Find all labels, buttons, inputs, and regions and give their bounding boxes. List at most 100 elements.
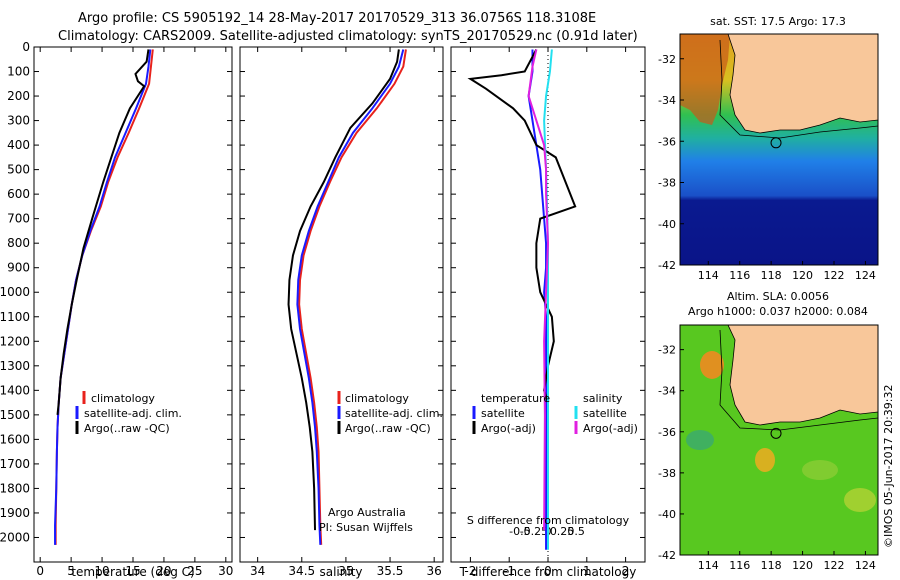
x-tick-label: 5 [67, 564, 75, 578]
series-line-satellite-adj--clim- [54, 49, 152, 545]
x-tick-label: 0 [36, 564, 44, 578]
y-tick-label: 1300 [0, 359, 30, 373]
figure-title-line1: Argo profile: CS 5905192_14 28-May-2017 … [78, 11, 597, 26]
sst-isobath [719, 39, 878, 139]
credit-text: ©IMOS 05-Jun-2017 20:39:32 [882, 384, 895, 548]
legend-label: Argo(-adj) [481, 422, 536, 435]
legend-label: satellite-adj. clim. [84, 407, 182, 420]
lon-tick-label: 120 [792, 559, 813, 572]
lon-tick-label: 124 [855, 269, 876, 282]
map-ticks: -32 -34 -36 -38 -40 -42 114 116 118 120 122 124 -32 -… [658, 53, 876, 572]
legend-label: satellite [583, 407, 627, 420]
y-tick-label: 500 [7, 163, 30, 177]
lat-tick-label: -36 [658, 135, 676, 148]
sst-map-frame [679, 33, 879, 266]
temperature-legend: climatology satellite-adj. clim. Argo(..… [75, 391, 182, 435]
temperature-panel: 0 5 10 15 20 25 300100200300400500600700800900… [0, 40, 233, 578]
lon-tick-label: 120 [792, 269, 813, 282]
legend-label: Argo(..raw -QC) [345, 422, 431, 435]
y-tick-label: 600 [7, 187, 30, 201]
y-tick-label: 1900 [0, 506, 30, 520]
sst-land [727, 34, 878, 134]
lat-tick-label: -38 [658, 177, 676, 190]
top-tick-label: -0.25 [520, 525, 548, 538]
annotation-pi: PI: Susan Wijffels [319, 521, 413, 534]
x-tick-label: 10 [94, 564, 109, 578]
series-line-argo---raw--qc- [56, 49, 150, 415]
y-tick-label: 1800 [0, 481, 30, 495]
y-tick-label: 300 [7, 114, 30, 128]
sla-map-title1: Altim. SLA: 0.0056 [727, 290, 829, 303]
lat-tick-label: -34 [658, 94, 676, 107]
y-tick-label: 1700 [0, 457, 30, 471]
x-tick-label: 35 [338, 564, 353, 578]
salinity-xlabel: salinity [319, 565, 362, 579]
difference-top-label: S difference from climatology [467, 514, 630, 527]
lat-tick-label: -36 [658, 426, 676, 439]
lat-tick-label: -42 [658, 549, 676, 562]
top-tick-label: 0.5 [567, 525, 585, 538]
series-line-climatology [298, 49, 407, 545]
salinity-panel-frame [239, 46, 444, 563]
series-line-argo--adj- [527, 49, 550, 531]
y-tick-label: 1000 [0, 285, 30, 299]
series-line-argo--adj- [467, 48, 577, 410]
x-tick-label: 1 [583, 564, 591, 578]
lat-tick-label: -42 [658, 259, 676, 272]
difference-legend: temperature satellite Argo(-adj) salinit… [472, 392, 638, 435]
annotation-argo-australia: Argo Australia [328, 506, 406, 519]
y-tick-label: 700 [7, 212, 30, 226]
series-line-satellite-adj--clim- [296, 49, 405, 545]
lat-tick-label: -32 [658, 53, 676, 66]
x-tick-label: -2 [464, 564, 476, 578]
x-tick-label: 0 [544, 564, 552, 578]
lon-tick-label: 118 [761, 559, 782, 572]
lon-tick-label: 118 [761, 269, 782, 282]
legend-label: Argo(..raw -QC) [84, 422, 170, 435]
lon-tick-label: 116 [729, 269, 750, 282]
lon-tick-label: 114 [698, 269, 719, 282]
difference-xlabel: T difference from climatology [459, 565, 637, 579]
y-tick-label: 800 [7, 236, 30, 250]
lon-tick-label: 124 [855, 559, 876, 572]
y-tick-label: 1400 [0, 383, 30, 397]
x-tick-label: 15 [125, 564, 140, 578]
y-tick-label: 100 [7, 65, 30, 79]
sla-isobath [719, 329, 878, 431]
y-tick-label: 1200 [0, 334, 30, 348]
sla-map-frame [679, 324, 879, 556]
salinity-panel: 34 34.5 35 35.5 36 [240, 46, 443, 578]
sst-warm-current [680, 34, 730, 125]
legend-label: climatology [345, 392, 409, 405]
series-line-argo---raw--qc- [287, 49, 400, 531]
legend-label: satellite-adj. clim. [345, 407, 443, 420]
sla-blob [700, 351, 724, 379]
x-tick-label: -1 [503, 564, 515, 578]
y-tick-label: 0 [22, 40, 30, 54]
x-tick-label: 25 [187, 564, 202, 578]
sla-blob [686, 430, 714, 450]
lat-tick-label: -40 [658, 508, 676, 521]
lon-tick-label: 122 [824, 559, 845, 572]
y-tick-label: 2000 [0, 530, 30, 544]
x-tick-label: 2 [622, 564, 630, 578]
lat-tick-label: -38 [658, 467, 676, 480]
top-tick-label: 0.25 [550, 525, 575, 538]
lat-tick-label: -32 [658, 344, 676, 357]
sla-blob [802, 460, 838, 480]
top-tick-label: -0.5 [509, 525, 530, 538]
y-tick-label: 200 [7, 89, 30, 103]
lon-tick-label: 114 [698, 559, 719, 572]
lat-tick-label: -40 [658, 218, 676, 231]
y-tick-label: 1100 [0, 310, 30, 324]
x-tick-label: 36 [427, 564, 442, 578]
lon-tick-label: 116 [729, 559, 750, 572]
salinity-legend: climatology satellite-adj. clim. Argo(..… [319, 391, 443, 534]
y-tick-label: 400 [7, 138, 30, 152]
y-tick-label: 1600 [0, 432, 30, 446]
x-tick-label: 34.5 [288, 564, 315, 578]
lat-tick-label: -34 [658, 385, 676, 398]
y-tick-label: 1500 [0, 408, 30, 422]
figure-title-line2: Climatology: CARS2009. Satellite-adjuste… [58, 29, 638, 44]
